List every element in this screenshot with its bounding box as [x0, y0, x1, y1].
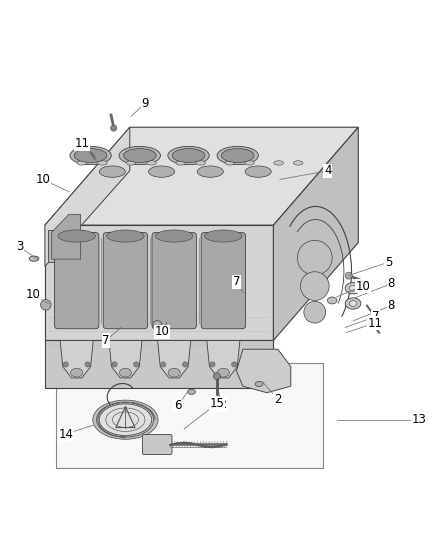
Text: 8: 8 — [387, 277, 395, 290]
Circle shape — [134, 362, 139, 367]
FancyBboxPatch shape — [54, 232, 99, 329]
Bar — [56, 363, 323, 467]
Polygon shape — [51, 214, 81, 259]
Circle shape — [161, 362, 166, 367]
Text: 8: 8 — [387, 299, 395, 312]
Ellipse shape — [70, 147, 111, 165]
Ellipse shape — [293, 161, 303, 165]
Text: 4: 4 — [324, 164, 332, 177]
Ellipse shape — [217, 368, 230, 377]
Circle shape — [63, 362, 68, 367]
Ellipse shape — [106, 408, 145, 431]
Ellipse shape — [349, 301, 357, 306]
Text: 7: 7 — [233, 275, 240, 288]
Text: 10: 10 — [355, 280, 370, 293]
Circle shape — [85, 362, 90, 367]
Ellipse shape — [147, 161, 156, 165]
Ellipse shape — [119, 147, 160, 165]
Circle shape — [304, 301, 325, 323]
Ellipse shape — [107, 230, 144, 242]
Text: 11: 11 — [74, 138, 89, 150]
Ellipse shape — [58, 230, 95, 242]
Text: 2: 2 — [274, 393, 282, 406]
Ellipse shape — [113, 412, 138, 427]
Ellipse shape — [255, 382, 263, 386]
Ellipse shape — [148, 166, 175, 177]
Ellipse shape — [221, 149, 254, 163]
Ellipse shape — [197, 166, 223, 177]
Ellipse shape — [77, 161, 87, 165]
Text: 9: 9 — [141, 97, 149, 110]
Ellipse shape — [74, 149, 107, 163]
Ellipse shape — [196, 161, 205, 165]
Ellipse shape — [172, 149, 205, 163]
Ellipse shape — [29, 256, 39, 261]
Ellipse shape — [153, 321, 162, 327]
Text: 10: 10 — [35, 173, 50, 186]
Polygon shape — [273, 127, 358, 341]
Polygon shape — [45, 127, 358, 225]
Ellipse shape — [349, 286, 357, 291]
Circle shape — [232, 362, 237, 367]
Polygon shape — [45, 127, 130, 266]
Ellipse shape — [274, 161, 283, 165]
Ellipse shape — [217, 147, 258, 165]
Ellipse shape — [124, 149, 156, 163]
Text: 11: 11 — [367, 317, 382, 329]
FancyBboxPatch shape — [152, 232, 196, 329]
Circle shape — [300, 272, 329, 301]
Ellipse shape — [155, 230, 193, 242]
Ellipse shape — [345, 298, 361, 309]
Text: 10: 10 — [25, 288, 40, 301]
Ellipse shape — [245, 161, 254, 165]
Ellipse shape — [99, 404, 152, 435]
Polygon shape — [60, 341, 93, 378]
Text: 12: 12 — [212, 398, 227, 411]
Text: 15: 15 — [209, 397, 224, 410]
Ellipse shape — [71, 368, 83, 377]
Circle shape — [297, 240, 332, 275]
Circle shape — [210, 362, 215, 367]
Ellipse shape — [93, 400, 158, 439]
Ellipse shape — [168, 368, 180, 377]
Text: 6: 6 — [174, 399, 181, 412]
Circle shape — [183, 362, 187, 367]
FancyBboxPatch shape — [103, 232, 148, 329]
Ellipse shape — [245, 166, 271, 177]
Polygon shape — [45, 341, 273, 389]
Ellipse shape — [176, 161, 185, 165]
Ellipse shape — [98, 161, 107, 165]
Circle shape — [213, 373, 220, 379]
Text: 5: 5 — [385, 256, 392, 269]
Polygon shape — [207, 341, 240, 378]
Ellipse shape — [106, 408, 145, 431]
Ellipse shape — [225, 161, 235, 165]
Ellipse shape — [168, 147, 209, 165]
Text: 7: 7 — [372, 310, 379, 323]
Text: 13: 13 — [412, 413, 427, 426]
Polygon shape — [48, 230, 84, 262]
Polygon shape — [109, 341, 142, 378]
Text: 10: 10 — [155, 325, 170, 338]
Ellipse shape — [99, 166, 125, 177]
Text: 7: 7 — [102, 334, 110, 347]
Ellipse shape — [187, 389, 195, 394]
Ellipse shape — [126, 161, 136, 165]
Ellipse shape — [327, 297, 337, 304]
Text: 14: 14 — [58, 427, 73, 441]
Circle shape — [112, 362, 117, 367]
Ellipse shape — [205, 230, 242, 242]
Polygon shape — [158, 341, 191, 378]
Circle shape — [345, 272, 352, 279]
Text: 3: 3 — [16, 240, 23, 253]
Ellipse shape — [345, 282, 361, 294]
FancyBboxPatch shape — [201, 232, 246, 329]
Ellipse shape — [119, 368, 131, 377]
Polygon shape — [45, 225, 273, 341]
Ellipse shape — [99, 404, 152, 435]
Circle shape — [111, 125, 117, 131]
FancyBboxPatch shape — [142, 434, 172, 455]
Circle shape — [41, 300, 51, 310]
Polygon shape — [237, 349, 291, 393]
